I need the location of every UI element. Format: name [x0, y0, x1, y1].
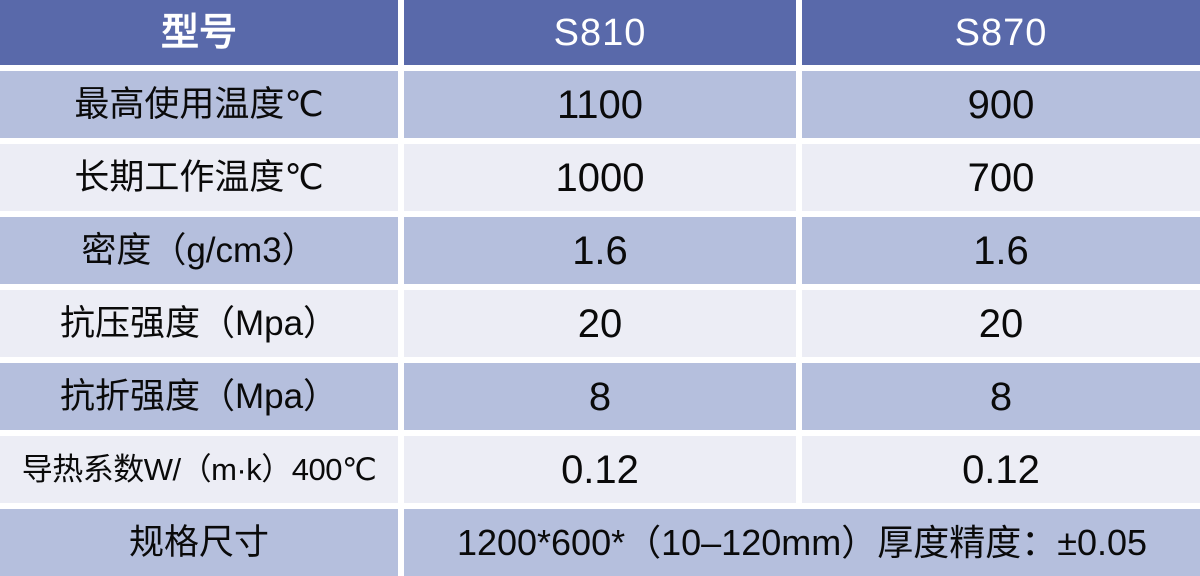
row-density-s810: 1.6 — [404, 217, 796, 284]
row-compressive-s810: 20 — [404, 290, 796, 357]
row-max-temp-label: 最高使用温度℃ — [0, 71, 398, 138]
row-conductivity-label: 导热系数W/（m·k）400℃ — [0, 436, 398, 503]
row-flexural-s810: 8 — [404, 363, 796, 430]
row-compressive-label: 抗压强度（Mpa） — [0, 290, 398, 357]
header-cell-model-label: 型号 — [0, 0, 398, 65]
row-density-s870: 1.6 — [802, 217, 1200, 284]
row-conductivity-s870: 0.12 — [802, 436, 1200, 503]
row-max-temp-s870: 900 — [802, 71, 1200, 138]
row-flexural-label: 抗折强度（Mpa） — [0, 363, 398, 430]
header-cell-s870: S870 — [802, 0, 1200, 65]
header-cell-s810: S810 — [404, 0, 796, 65]
row-spec-size-label: 规格尺寸 — [0, 509, 398, 576]
row-work-temp-s870: 700 — [802, 144, 1200, 211]
row-compressive-s870: 20 — [802, 290, 1200, 357]
row-spec-size-value: 1200*600*（10–120mm）厚度精度：±0.05 — [404, 509, 1200, 576]
row-max-temp-s810: 1100 — [404, 71, 796, 138]
row-work-temp-label: 长期工作温度℃ — [0, 144, 398, 211]
row-density-label: 密度（g/cm3） — [0, 217, 398, 284]
row-conductivity-s810: 0.12 — [404, 436, 796, 503]
row-work-temp-s810: 1000 — [404, 144, 796, 211]
row-flexural-s870: 8 — [802, 363, 1200, 430]
